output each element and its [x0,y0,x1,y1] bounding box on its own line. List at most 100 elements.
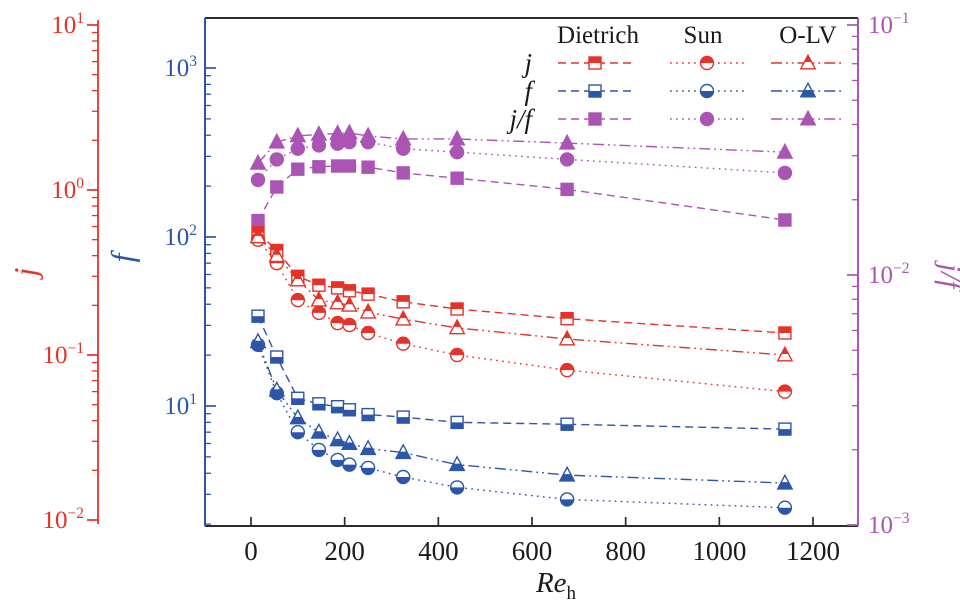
legend-key-jf-dietrich [558,112,632,126]
data-point [777,384,793,399]
j-axis-tick-label: 100 [51,175,84,204]
j-axis: 101 100 10−1 10−2 j [7,10,99,534]
data-point [559,152,575,167]
data-point [778,326,792,340]
legend-column-header: Sun [684,22,723,49]
j-axis-tick-label: 10−1 [43,340,85,369]
data-point [341,123,358,140]
data-point [778,213,792,227]
data-point [560,312,574,326]
jf-axis-tick-label: 10−3 [868,510,910,539]
legend-key-jf-o-lv [771,109,845,126]
x-tick-label: 200 [324,536,365,566]
legend-key-j-dietrich [558,56,632,70]
data-point [330,159,345,173]
data-point [450,302,464,316]
data-point [268,246,286,263]
data-point [270,180,284,194]
data-point [341,434,358,451]
series-f-dietrich [251,309,792,436]
data-point [290,292,305,308]
data-point [449,347,465,363]
data-point [776,345,794,362]
data-point [776,473,794,490]
data-point [361,160,375,174]
data-point [251,213,265,228]
data-point [329,124,346,141]
x-axis-label: Reh [535,567,577,604]
data-point [560,417,574,431]
data-point [312,278,326,292]
data-point [359,126,377,143]
legend-row-label: f [524,76,535,106]
data-point [448,318,466,335]
data-point [312,160,326,174]
data-point [312,397,326,411]
data-point [558,465,576,482]
data-point [396,336,411,351]
x-tick-label: 400 [418,536,459,566]
data-point [448,129,466,146]
x-tick-label: 0 [244,536,258,566]
legend-column-header: O-LV [779,22,836,49]
data-point [559,492,575,507]
data-point [249,227,267,244]
data-point [270,350,284,364]
data-point [558,329,576,346]
f-axis: 103 102 101 f [104,18,216,526]
data-point [360,325,376,341]
data-point [449,144,465,160]
legend-key-f-o-lv [771,81,845,98]
data-point [342,457,357,472]
j-axis-tick-label: 101 [51,10,84,39]
legend-key-jf-sun [670,111,744,127]
data-point [396,469,411,485]
data-point [311,442,327,458]
data-point [342,284,357,298]
data-point [778,422,792,436]
data-point [777,500,793,515]
data-point [291,391,305,405]
jf-axis-title: j/f [934,259,960,292]
data-point [249,153,267,170]
data-point [341,296,358,312]
legend-key-j-o-lv [771,53,845,70]
data-point [342,159,357,173]
data-point [396,410,410,424]
data-point [290,141,305,156]
data-point [342,403,357,417]
x-tick-label: 600 [512,536,553,566]
x-tick-label: 800 [605,536,646,566]
data-point [560,182,574,197]
data-point [289,126,307,143]
data-point [311,305,327,321]
legend-row-label: j [521,48,532,78]
data-point [289,408,307,425]
j-axis-tick-label: 10−2 [43,505,85,534]
data-point [268,380,286,397]
data-point [269,152,284,167]
legend: Dietrich Sun O-LV jfj/f [506,22,845,134]
data-point [291,162,305,176]
legend-key-f-sun [670,83,744,99]
data-point [359,439,377,456]
data-point [361,407,375,422]
data-point [330,281,345,295]
f-axis-tick-label: 101 [164,391,197,420]
data-point [290,425,305,440]
data-point [394,309,412,326]
data-point [559,362,575,378]
legend-key-f-dietrich [558,84,632,98]
f-axis-tick-label: 103 [164,53,197,82]
data-point [558,133,576,150]
data-point [342,317,357,333]
data-point [394,129,412,146]
data-point [249,332,267,349]
series-f-sun [250,337,793,515]
series-f-o-lv [249,332,794,490]
jf-axis: 10−1 10−2 10−3 j/f [847,10,960,539]
series-j-sun [250,232,793,399]
data-point [359,302,377,319]
data-point [330,400,345,414]
